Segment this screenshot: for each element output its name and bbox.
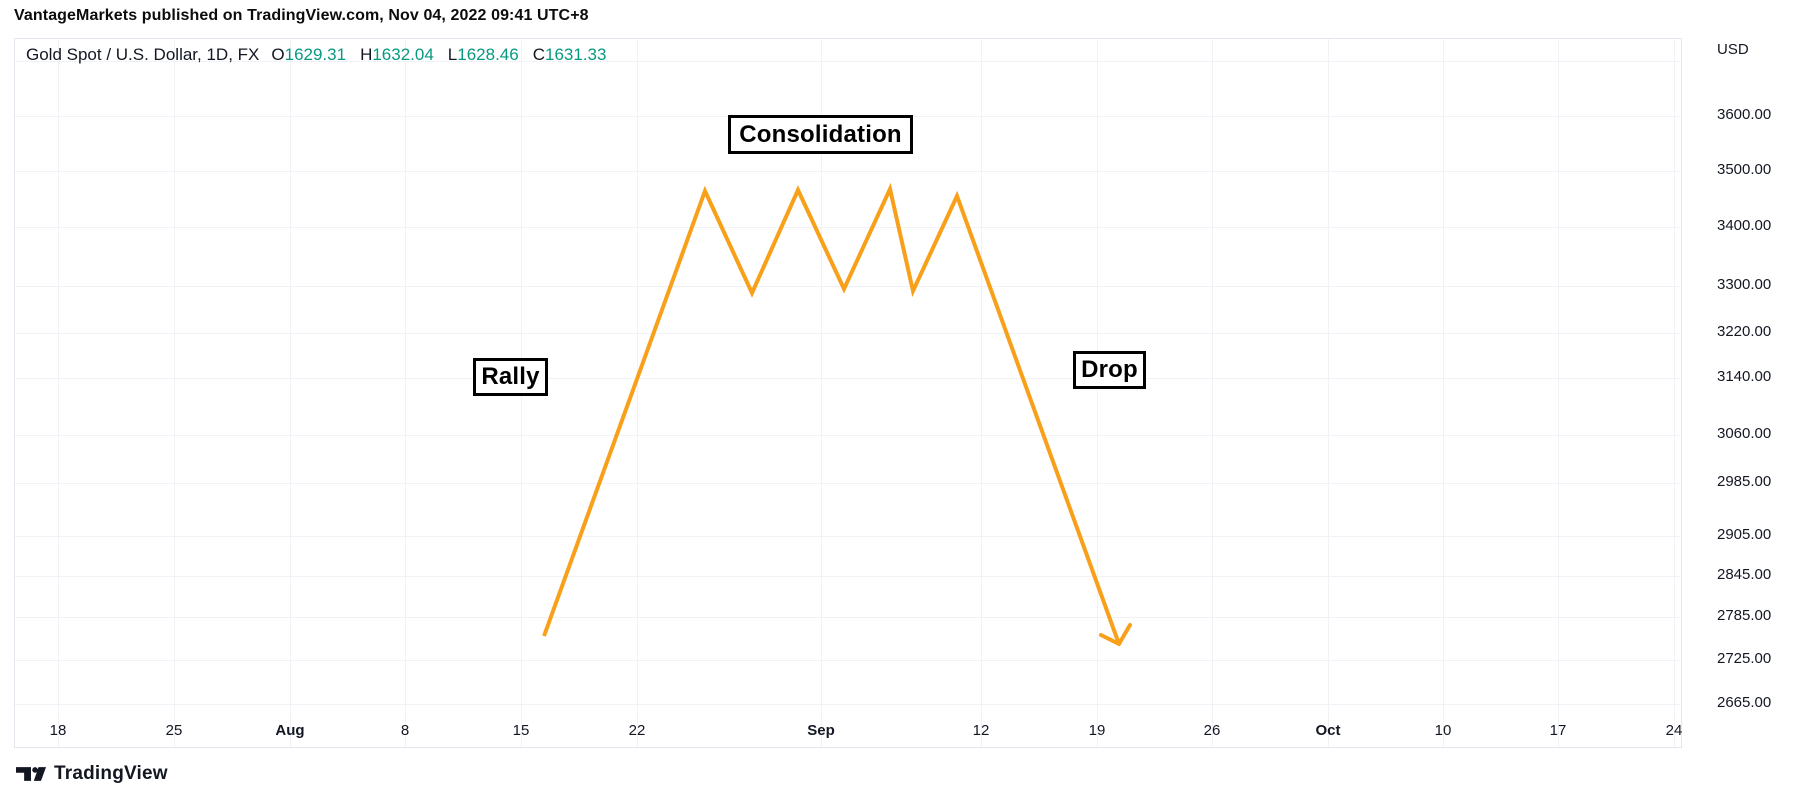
ohlc-item: C 1631.33	[533, 45, 607, 65]
ohlc-item: L 1628.46	[448, 45, 519, 65]
price-axis[interactable]: USD 3600.00 3500.00 3400.00 3300.00 3220.00 3…	[1682, 38, 1804, 748]
price-tick-label: 3300.00	[1717, 276, 1772, 293]
ohlc-key: C	[532, 45, 545, 64]
grid-vertical-line	[1212, 39, 1213, 749]
ohlc-value: 1632.04	[372, 45, 434, 64]
ohlc-item: H 1632.04	[360, 45, 434, 65]
date-tick-label: 15	[512, 722, 530, 739]
price-tick-label: 2985.00	[1717, 473, 1772, 490]
grid-horizontal-line	[15, 704, 1683, 705]
price-tick-label: 2845.00	[1717, 566, 1772, 583]
grid-vertical-line	[637, 39, 638, 749]
date-tick-label: 17	[1549, 722, 1567, 739]
grid-horizontal-line	[15, 286, 1683, 287]
price-tick-label: 3400.00	[1717, 217, 1772, 234]
date-tick-label: 19	[1088, 722, 1106, 739]
ohlc-value: 1631.33	[545, 45, 607, 64]
annotation-box-drop[interactable]: Drop	[1073, 351, 1146, 389]
date-tick-label: Sep	[807, 722, 835, 739]
price-tick-label: 2725.00	[1717, 650, 1772, 667]
price-tick-label: 3500.00	[1717, 161, 1772, 178]
price-tick-label: 2905.00	[1717, 526, 1772, 543]
arrowhead-barb	[1117, 623, 1132, 646]
publish-attribution: VantageMarkets published on TradingView.…	[14, 7, 589, 24]
grid-vertical-line	[1328, 39, 1329, 749]
grid-horizontal-line	[15, 435, 1683, 436]
date-tick-label: Aug	[275, 722, 305, 739]
footer: TradingView	[16, 761, 168, 787]
grid-horizontal-line	[15, 171, 1683, 172]
ohlc-values: O 1629.31 H 1632.04 L 1628.46 C 1631.33	[271, 45, 606, 65]
date-tick-label: 8	[400, 722, 410, 739]
price-tick-label: 3140.00	[1717, 368, 1772, 385]
grid-vertical-line	[1674, 39, 1675, 749]
date-tick-label: 22	[628, 722, 646, 739]
grid-horizontal-line	[15, 660, 1683, 661]
tradingview-brand-text: TradingView	[54, 763, 168, 784]
grid-vertical-line	[981, 39, 982, 749]
grid-horizontal-line	[15, 378, 1683, 379]
ohlc-key: H	[360, 45, 373, 64]
ohlc-key: L	[447, 45, 458, 64]
grid-horizontal-line	[15, 483, 1683, 484]
date-tick-label: 10	[1434, 722, 1452, 739]
symbol-title: Gold Spot / U.S. Dollar, 1D, FX	[26, 45, 260, 64]
annotation-box-rally[interactable]: Rally	[473, 358, 548, 396]
grid-vertical-line	[58, 39, 59, 749]
price-tick-label: 3060.00	[1717, 425, 1772, 442]
grid-horizontal-line	[15, 227, 1683, 228]
ohlc-value: 1628.46	[457, 45, 519, 64]
grid-vertical-line	[1558, 39, 1559, 749]
price-tick-label: 2665.00	[1717, 694, 1772, 711]
ohlc-item: O 1629.31	[271, 45, 346, 65]
date-tick-label: 24	[1665, 722, 1683, 739]
grid-horizontal-line	[15, 333, 1683, 334]
arrowhead-barb	[1099, 633, 1121, 646]
grid-vertical-line	[405, 39, 406, 749]
grid-vertical-line	[174, 39, 175, 749]
price-tick-label: 3600.00	[1717, 106, 1772, 123]
grid-vertical-line	[1097, 39, 1098, 749]
currency-label: USD	[1717, 41, 1749, 58]
annotation-box-consolidation[interactable]: Consolidation	[728, 115, 913, 154]
date-tick-label: 25	[165, 722, 183, 739]
date-tick-label: Oct	[1315, 722, 1341, 739]
grid-horizontal-line	[15, 576, 1683, 577]
tradingview-logo-icon	[16, 763, 46, 785]
chart-pane[interactable]: Gold Spot / U.S. Dollar, 1D, FX O 1629.31…	[14, 38, 1683, 749]
price-tick-label: 3220.00	[1717, 323, 1772, 340]
ohlc-value: 1629.31	[284, 45, 347, 64]
price-tick-label: 2785.00	[1717, 607, 1772, 624]
symbol-info-row: Gold Spot / U.S. Dollar, 1D, FX O 1629.31…	[26, 42, 606, 68]
ohlc-key: O	[271, 45, 285, 64]
grid-horizontal-line	[15, 617, 1683, 618]
grid-horizontal-line	[15, 61, 1683, 62]
date-tick-label: 12	[972, 722, 990, 739]
date-tick-label: 26	[1203, 722, 1221, 739]
grid-vertical-line	[1443, 39, 1444, 749]
grid-vertical-line	[290, 39, 291, 749]
grid-horizontal-line	[15, 536, 1683, 537]
date-tick-label: 18	[49, 722, 67, 739]
